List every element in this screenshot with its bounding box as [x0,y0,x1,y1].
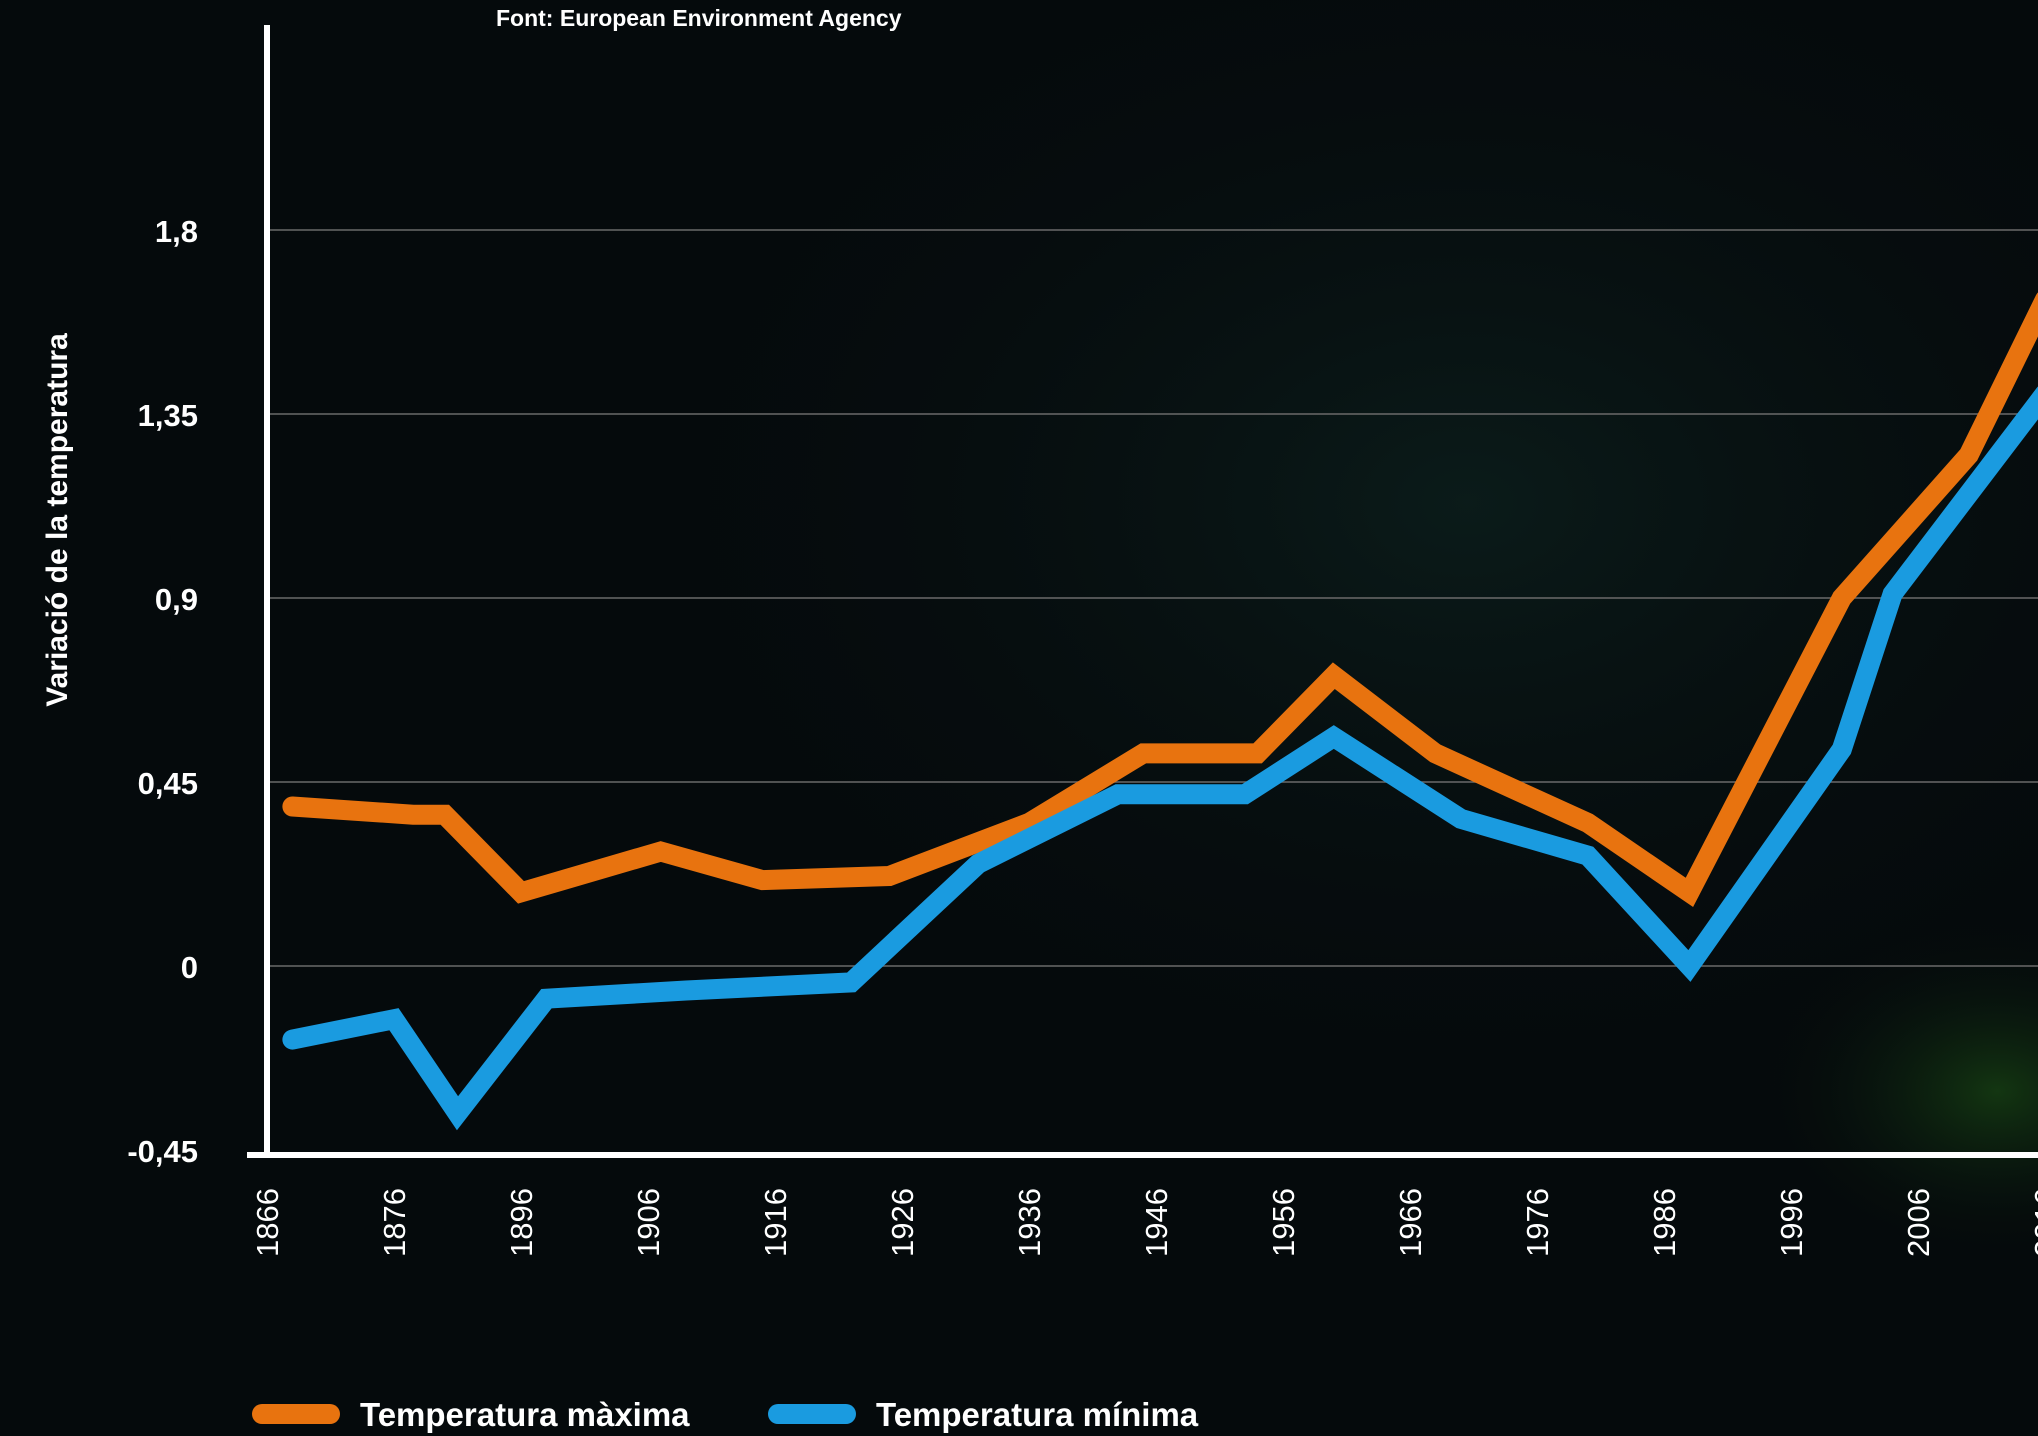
x-tick-labels: 1866 1876 1896 1906 1916 1926 1936 1946 1956 1966… [250,1188,2038,1257]
series-line-max [282,292,2038,908]
x-tick-label: 1986 [1647,1188,1682,1257]
x-tick-label: 1976 [1520,1188,1555,1257]
x-tick-label: 1966 [1393,1188,1428,1257]
y-tick-label: 0,9 [155,582,198,617]
y-tick-label: 0 [181,950,198,985]
x-tick-label: 1956 [1266,1188,1301,1257]
legend-label-max: Temperatura màxima [360,1396,690,1433]
y-tick-label: 0,45 [138,766,198,801]
x-tick-label: 1916 [758,1188,793,1257]
series-line-min [282,386,2038,1131]
legend-item-max: Temperatura màxima [252,1396,690,1433]
x-tick-label: 1936 [1012,1188,1047,1257]
x-tick-label: 1896 [504,1188,539,1257]
legend: Temperatura màxima Temperatura mínima [252,1396,1199,1433]
gridlines [270,229,2038,967]
legend-label-min: Temperatura mínima [876,1396,1199,1433]
y-tick-label: -0,45 [127,1134,198,1169]
x-tick-label: 2016 [2028,1188,2038,1257]
y-tick-label: 1,8 [155,214,198,249]
y-axis-label: Variació de la temperatura [41,333,74,707]
source-note: Font: European Environment Agency [496,5,902,31]
x-tick-label: 1996 [1774,1188,1809,1257]
series-lines [282,292,2038,1131]
x-tick-label: 2006 [1901,1188,1936,1257]
x-tick-label: 1906 [631,1188,666,1257]
y-tick-labels: -0,45 0 0,45 0,9 1,35 1,8 [127,214,198,1169]
y-tick-label: 1,35 [138,398,198,433]
x-tick-label: 1876 [377,1188,412,1257]
x-tick-label: 1926 [885,1188,920,1257]
x-tick-label: 1866 [250,1188,285,1257]
legend-item-min: Temperatura mínima [768,1396,1199,1433]
x-tick-label: 1946 [1139,1188,1174,1257]
